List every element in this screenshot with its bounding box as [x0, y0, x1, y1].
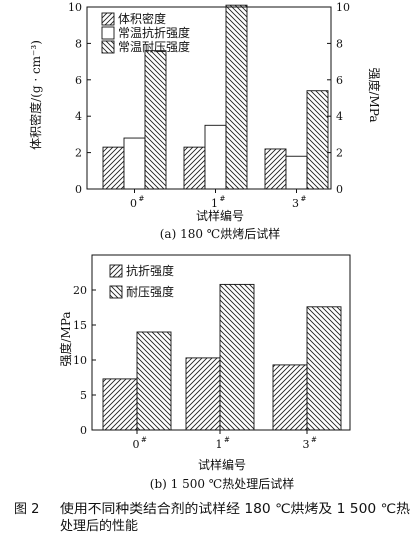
bar-1-常温耐压强度	[225, 4, 248, 190]
chart-b-bars	[102, 283, 342, 431]
chart-a-ylabel: 体积密度/(g · cm⁻³)	[28, 40, 43, 150]
y-tick-label: 4	[75, 110, 82, 123]
x-tick-label-sup: #	[141, 436, 147, 444]
y-right-tick-label: 8	[336, 37, 343, 50]
chart-a-xlabel: 试样编号	[196, 208, 244, 223]
figure-caption-line-1: 使用不同种类结合剂的试样经 180 ℃烘烤及 1 500 ℃热	[60, 501, 410, 517]
bar-1-耐压强度	[219, 283, 255, 431]
y-right-tick-label: 4	[336, 110, 343, 123]
y-tick-label: 5	[80, 389, 87, 402]
chart-a-subtitle: (a) 180 ℃烘烤后试样	[160, 226, 280, 241]
legend-label: 抗折强度	[126, 263, 174, 278]
bar-0-体积密度	[102, 146, 125, 190]
plot-frame	[86, 6, 332, 190]
figure-caption-line-2: 处理后的性能	[60, 518, 138, 534]
bar-3-常温抗折强度	[285, 155, 308, 190]
bar-3-体积密度	[264, 148, 287, 190]
bar-0-常温耐压强度	[144, 50, 167, 190]
y-right-tick-label: 6	[336, 74, 343, 87]
y-right-tick-label: 0	[336, 183, 343, 196]
chart-b-xlabel: 试样编号	[198, 457, 246, 472]
y-tick-label: 2	[75, 147, 82, 160]
x-tick-label: 3	[303, 438, 310, 451]
y-tick-label: 0	[75, 183, 82, 196]
y-tick-label: 10	[68, 1, 82, 14]
x-tick-label-sup: #	[311, 436, 317, 444]
figure-caption: 图 2 使用不同种类结合剂的试样经 180 ℃烘烤及 1 500 ℃热 处理后的…	[14, 501, 410, 534]
bar-0-常温抗折强度	[123, 137, 146, 190]
bar-3-抗折强度	[272, 364, 308, 431]
bar-0-耐压强度	[136, 331, 172, 431]
legend-swatch	[101, 40, 115, 54]
y-right-tick-label: 10	[336, 1, 350, 14]
legend-swatch	[101, 26, 115, 40]
y-tick-label: 0	[80, 424, 87, 437]
y-tick-label: 8	[75, 37, 82, 50]
legend-swatch	[109, 285, 123, 299]
x-tick-label-sup: #	[220, 195, 226, 203]
legend-label: 常温耐压强度	[118, 39, 190, 54]
x-tick-label: 0	[133, 438, 140, 451]
bar-3-耐压强度	[306, 306, 342, 431]
chart-b-ylabel: 强度/MPa	[58, 311, 73, 366]
figure-number: 图 2	[14, 502, 39, 517]
bar-1-常温抗折强度	[204, 124, 227, 190]
bar-1-抗折强度	[185, 357, 221, 431]
x-tick-label: 0	[130, 197, 137, 210]
chart-a-ylabel-right: 强度/MPa	[367, 67, 382, 122]
bar-1-体积密度	[183, 146, 206, 190]
y-tick-label: 10	[73, 354, 87, 367]
y-tick-label: 20	[73, 284, 87, 297]
legend-swatch	[101, 12, 115, 26]
plot-frame	[91, 254, 351, 431]
legend-swatch	[109, 264, 123, 278]
y-tick-label: 6	[75, 74, 82, 87]
chart-a-bars	[102, 4, 329, 190]
x-tick-label-sup: #	[301, 195, 307, 203]
y-right-tick-label: 2	[336, 147, 343, 160]
x-tick-label: 1	[216, 438, 223, 451]
legend-label: 常温抗折强度	[118, 25, 190, 40]
x-tick-label: 3	[292, 197, 299, 210]
bar-3-常温耐压强度	[306, 90, 329, 190]
x-tick-label: 1	[211, 197, 218, 210]
x-tick-label-sup: #	[224, 436, 230, 444]
bar-0-抗折强度	[102, 378, 138, 431]
x-tick-label-sup: #	[139, 195, 145, 203]
legend-label: 体积密度	[118, 11, 166, 26]
y-tick-label: 15	[73, 319, 87, 332]
chart-b-subtitle: (b) 1 500 ℃热处理后试样	[150, 476, 294, 491]
legend-label: 耐压强度	[126, 284, 174, 299]
